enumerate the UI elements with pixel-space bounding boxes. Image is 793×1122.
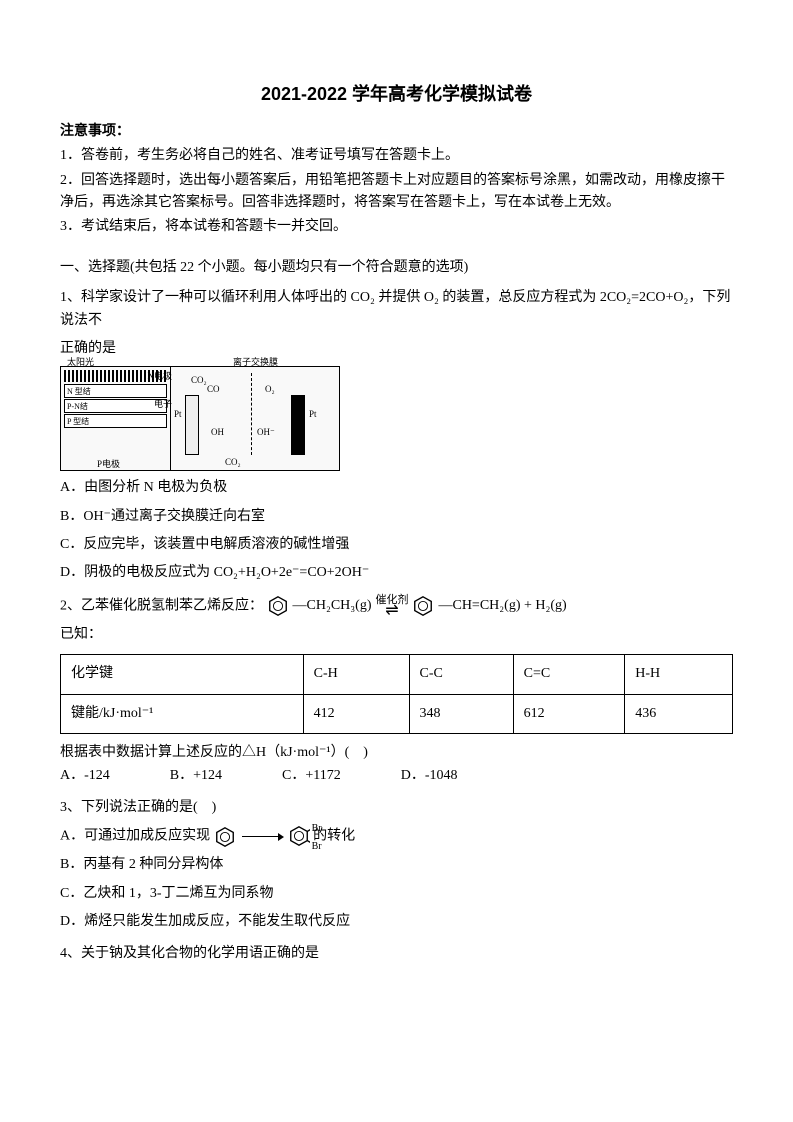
table-cell: 412 bbox=[303, 694, 409, 733]
benzene-icon bbox=[267, 595, 289, 617]
product-tail: —CH=CH₂(g) + H₂(g) bbox=[438, 595, 566, 617]
n-layer: N 型结 bbox=[64, 384, 167, 398]
q1-stem-b: 正确的是 bbox=[60, 338, 733, 360]
q1-diagram: 太阳光 N电极 N 型结 P-N结 P 型结 电子 P电极 离子交换膜 CO₂ … bbox=[60, 366, 340, 471]
q2-stem-text: 2、乙苯催化脱氢制苯乙烯反应： bbox=[60, 599, 263, 614]
dibromobenzene-icon: Br Br bbox=[288, 825, 310, 848]
diagram-left-panel: 太阳光 N电极 N 型结 P-N结 P 型结 电子 P电极 bbox=[61, 367, 171, 470]
br-label-top: Br bbox=[312, 821, 322, 837]
question-1: 1、科学家设计了一种可以循环利用人体呼出的 CO₂ 并提供 O₂ 的装置，总反应… bbox=[60, 287, 733, 585]
label-membrane: 离子交换膜 bbox=[233, 355, 278, 369]
q2-stem: 2、乙苯催化脱氢制苯乙烯反应： —CH₂CH₃(g) 催化剂 ⇌ —CH=CH₂… bbox=[60, 595, 733, 618]
q2-option-a: A．-124 bbox=[60, 765, 110, 787]
q4-stem: 4、关于钠及其化合物的化学用语正确的是 bbox=[60, 943, 733, 965]
q3-option-c: C．乙炔和 1，3-丁二烯互为同系物 bbox=[60, 883, 733, 905]
q3-option-b: B．丙基有 2 种同分异构体 bbox=[60, 854, 733, 876]
q2-option-d: D．-1048 bbox=[401, 765, 458, 787]
q2-option-b: B．+124 bbox=[170, 765, 222, 787]
label-p-electrode: P电极 bbox=[97, 457, 120, 471]
table-row: 化学键 C-H C-C C=C H-H bbox=[61, 655, 733, 694]
q2-calc-prompt: 根据表中数据计算上述反应的△H（kJ·mol⁻¹）( ) bbox=[60, 742, 733, 764]
table-row: 键能/kJ·mol⁻¹ 412 348 612 436 bbox=[61, 694, 733, 733]
instructions-block: 注意事项： 1．答卷前，考生务必将自己的姓名、准考证号填写在答题卡上。 2．回答… bbox=[60, 121, 733, 239]
q1-option-d: D．阴极的电极反应式为 CO₂+H₂O+2e⁻=CO+2OH⁻ bbox=[60, 562, 733, 584]
label-o2: O₂ bbox=[265, 382, 275, 396]
bond-energy-table: 化学键 C-H C-C C=C H-H 键能/kJ·mol⁻¹ 412 348 … bbox=[60, 654, 733, 734]
table-header: H-H bbox=[625, 655, 733, 694]
question-2: 2、乙苯催化脱氢制苯乙烯反应： —CH₂CH₃(g) 催化剂 ⇌ —CH=CH₂… bbox=[60, 595, 733, 787]
table-header: 化学键 bbox=[61, 655, 304, 694]
table-cell: 612 bbox=[513, 694, 625, 733]
benzene-icon bbox=[214, 826, 236, 848]
q3-reaction-inline: Br Br bbox=[214, 825, 310, 848]
instruction-item: 3．考试结束后，将本试卷和答题卡一并交回。 bbox=[60, 216, 733, 238]
double-arrow-icon: ⇌ bbox=[385, 606, 398, 616]
pn-layer: P-N结 bbox=[64, 399, 167, 413]
question-4: 4、关于钠及其化合物的化学用语正确的是 bbox=[60, 943, 733, 965]
reactant-tail: —CH₂CH₃(g) bbox=[293, 595, 372, 617]
q2-reaction: —CH₂CH₃(g) 催化剂 ⇌ —CH=CH₂(g) + H₂(g) bbox=[267, 595, 567, 618]
label-co2-bot: CO₂ bbox=[225, 455, 241, 469]
q3-option-d: D．烯烃只能发生加成反应，不能发生取代反应 bbox=[60, 911, 733, 933]
section-intro: 一、选择题(共包括 22 个小题。每小题均只有一个符合题意的选项) bbox=[60, 257, 733, 279]
table-header: C-H bbox=[303, 655, 409, 694]
label-co2-top: CO₂ bbox=[191, 373, 207, 387]
reaction-arrow-icon bbox=[242, 836, 282, 837]
membrane-icon bbox=[251, 373, 252, 455]
q1-option-a: A．由图分析 N 电极为负极 bbox=[60, 477, 733, 499]
left-electrode-icon bbox=[185, 395, 199, 455]
diagram-right-panel: 离子交换膜 CO₂ CO O₂ Pt Pt OH OH⁻ CO₂ bbox=[171, 367, 339, 470]
instruction-item: 1．答卷前，考生务必将自己的姓名、准考证号填写在答题卡上。 bbox=[60, 145, 733, 167]
table-cell: 436 bbox=[625, 694, 733, 733]
label-electron: 电子 bbox=[154, 397, 172, 411]
label-ohm: OH⁻ bbox=[257, 425, 275, 439]
instructions-header: 注意事项： bbox=[60, 121, 733, 143]
table-header: C-C bbox=[409, 655, 513, 694]
q3-stem: 3、下列说法正确的是( ) bbox=[60, 797, 733, 819]
label-co: CO bbox=[207, 382, 220, 396]
table-cell: 键能/kJ·mol⁻¹ bbox=[61, 694, 304, 733]
q2-options-row: A．-124 B．+124 C．+1172 D．-1048 bbox=[60, 765, 733, 787]
label-pt-left: Pt bbox=[174, 407, 182, 421]
label-pt-right: Pt bbox=[309, 407, 317, 421]
q1-stem-a: 1、科学家设计了一种可以循环利用人体呼出的 CO₂ 并提供 O₂ 的装置，总反应… bbox=[60, 287, 733, 332]
q2-option-c: C．+1172 bbox=[282, 765, 341, 787]
q2-known: 已知： bbox=[60, 624, 733, 646]
benzene-icon bbox=[412, 595, 434, 617]
table-cell: 348 bbox=[409, 694, 513, 733]
q3-optA-prefix: A．可通过加成反应实现 bbox=[60, 829, 210, 844]
label-oh: OH bbox=[211, 425, 224, 439]
benzene-icon bbox=[288, 825, 310, 847]
br-label-bot: Br bbox=[312, 839, 322, 855]
right-electrode-icon bbox=[291, 395, 305, 455]
q3-option-a: A．可通过加成反应实现 Br Br 的转化 bbox=[60, 825, 733, 848]
instruction-item: 2．回答选择题时，选出每小题答案后，用铅笔把答题卡上对应题目的答案标号涂黑，如需… bbox=[60, 170, 733, 215]
question-3: 3、下列说法正确的是( ) A．可通过加成反应实现 Br Br 的转化 B．丙基… bbox=[60, 797, 733, 933]
page-title: 2021-2022 学年高考化学模拟试卷 bbox=[60, 80, 733, 109]
q1-option-b: B．OH⁻通过离子交换膜迁向右室 bbox=[60, 506, 733, 528]
table-header: C=C bbox=[513, 655, 625, 694]
equilibrium-arrow: 催化剂 ⇌ bbox=[375, 595, 408, 618]
q1-option-c: C．反应完毕，该装置中电解质溶液的碱性增强 bbox=[60, 534, 733, 556]
p-layer: P 型结 bbox=[64, 414, 167, 428]
label-n-electrode: N电极 bbox=[148, 369, 173, 383]
label-sunlight: 太阳光 bbox=[67, 355, 94, 369]
